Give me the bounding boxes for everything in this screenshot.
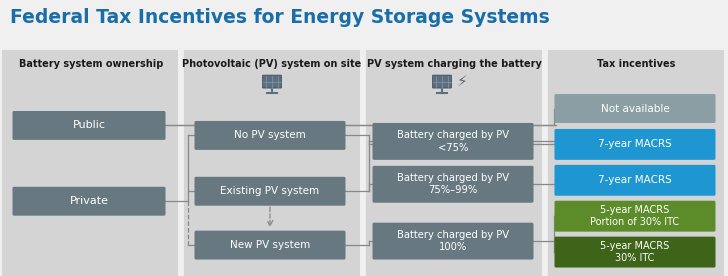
Text: Photovoltaic (PV) system on site: Photovoltaic (PV) system on site <box>183 59 362 69</box>
FancyBboxPatch shape <box>555 237 716 267</box>
Text: No PV system: No PV system <box>234 131 306 140</box>
Bar <box>182 50 360 276</box>
Text: 7-year MACRS: 7-year MACRS <box>598 139 672 149</box>
Text: Battery system ownership: Battery system ownership <box>19 59 163 69</box>
Text: PV system charging the battery: PV system charging the battery <box>367 59 542 69</box>
Text: 5-year MACRS
Portion of 30% ITC: 5-year MACRS Portion of 30% ITC <box>590 205 679 227</box>
Text: Tax incentives: Tax incentives <box>597 59 675 69</box>
FancyBboxPatch shape <box>194 121 346 150</box>
FancyBboxPatch shape <box>432 75 451 88</box>
FancyBboxPatch shape <box>194 177 346 206</box>
FancyBboxPatch shape <box>373 166 534 203</box>
Bar <box>546 50 724 276</box>
FancyBboxPatch shape <box>12 187 165 216</box>
FancyBboxPatch shape <box>555 201 716 232</box>
FancyBboxPatch shape <box>194 231 346 259</box>
FancyBboxPatch shape <box>373 223 534 259</box>
Text: Battery charged by PV
75%–99%: Battery charged by PV 75%–99% <box>397 173 509 195</box>
Text: Not available: Not available <box>601 104 669 113</box>
FancyBboxPatch shape <box>12 111 165 140</box>
Text: New PV system: New PV system <box>230 240 310 250</box>
FancyBboxPatch shape <box>555 94 716 123</box>
Bar <box>2 50 178 276</box>
Text: Public: Public <box>73 120 106 131</box>
Text: Federal Tax Incentives for Energy Storage Systems: Federal Tax Incentives for Energy Storag… <box>10 8 550 27</box>
Text: Existing PV system: Existing PV system <box>221 186 320 196</box>
Text: Battery charged by PV
100%: Battery charged by PV 100% <box>397 230 509 252</box>
Bar <box>364 50 542 276</box>
FancyBboxPatch shape <box>555 165 716 196</box>
FancyBboxPatch shape <box>263 75 282 88</box>
Text: Private: Private <box>69 196 108 206</box>
FancyBboxPatch shape <box>555 129 716 160</box>
Text: Battery charged by PV
<75%: Battery charged by PV <75% <box>397 130 509 153</box>
Text: 7-year MACRS: 7-year MACRS <box>598 175 672 185</box>
Text: ⚡: ⚡ <box>456 74 467 89</box>
FancyBboxPatch shape <box>373 123 534 160</box>
Text: 5-year MACRS
30% ITC: 5-year MACRS 30% ITC <box>601 241 670 263</box>
